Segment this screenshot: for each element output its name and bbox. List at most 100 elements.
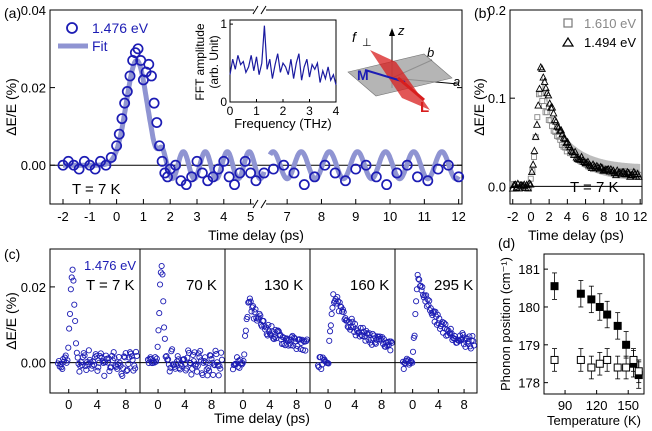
panel-c-data-point — [388, 338, 395, 345]
data-point-1494ev — [544, 91, 553, 99]
panel-c-data-point — [68, 274, 75, 281]
data-point-1476ev — [154, 140, 165, 152]
panel-c-data-point — [124, 366, 131, 374]
panel-d-ytick-label: 181 — [518, 262, 540, 277]
panel-b-label: (b) — [474, 5, 491, 21]
panel-c-series-label: 1.476 eV — [84, 258, 136, 273]
data-point-1494ev — [526, 180, 535, 188]
panel-a-xtick-label: 7 — [284, 209, 291, 224]
panel-c-data-point — [246, 295, 253, 302]
data-point-1476ev — [186, 171, 198, 183]
data-point-1476ev — [132, 43, 144, 55]
axis-break-mark — [252, 199, 259, 209]
panel-c-data-point — [328, 310, 335, 318]
panel-d-filled-square — [595, 302, 604, 311]
panel-c-data-point — [411, 332, 418, 339]
panel-d-filled-square — [622, 340, 631, 349]
panel-b-xlabel: Time delay (ps) — [528, 227, 624, 243]
panel-c-data-point — [215, 372, 222, 379]
panel-c-data-point — [97, 350, 104, 357]
panel-c-data-point — [104, 359, 111, 366]
data-point-1494ev — [623, 167, 632, 176]
panel-c-data-point — [106, 368, 113, 375]
panel-c-data-point — [257, 312, 264, 319]
panel-d-ytick-label: 180 — [518, 300, 540, 315]
panel-c-data-point — [348, 315, 355, 322]
panel-c-data-point — [121, 354, 128, 361]
data-point-1494ev — [525, 179, 534, 187]
panel-c-data-point — [363, 330, 371, 337]
inset-ylabel-line2: (arb. Unit) — [207, 35, 221, 88]
panel-a-xtick-label: -2 — [57, 209, 69, 224]
panel-c-data-point — [85, 347, 92, 354]
panel-c-data-point — [159, 271, 166, 278]
panel-c-data-point — [369, 330, 376, 338]
panel-c-data-point — [216, 362, 223, 369]
data-point-1476ev — [89, 163, 101, 175]
panel-c-data-point — [440, 319, 447, 326]
data-point-1476ev — [148, 97, 160, 109]
panel-c-data-point — [347, 323, 354, 331]
panel-c-data-point — [387, 347, 394, 354]
panel-c-data-point — [133, 352, 140, 359]
data-point-1476ev — [111, 140, 123, 152]
data-point-1476ev — [267, 163, 279, 175]
panel-d-open-square — [613, 363, 622, 372]
panel-c-data-point — [66, 310, 74, 317]
panel-a: (a) 0.000.020.04-2 -1 0 1 2 3 4 5 7 8 9 10 11 12 ΔE/E… — [3, 3, 466, 243]
legend-label-1476: 1.476 eV — [92, 20, 149, 36]
crystal-label-f-sub: ⊥ — [362, 37, 372, 49]
panel-c-data-point — [327, 322, 334, 329]
panel-b-frame — [509, 9, 643, 205]
panel-b-xtick-label: 8 — [600, 209, 607, 224]
panel-c-data-point — [67, 286, 74, 293]
data-point-1494ev — [535, 84, 544, 92]
panel-b-xtick-label: 4 — [564, 209, 571, 224]
panel-c-data-point — [79, 353, 86, 361]
panel-c-data-point — [340, 308, 347, 316]
data-point-1476ev — [278, 159, 290, 171]
panel-c-data-point — [194, 362, 201, 369]
crystal-label-z: z — [397, 23, 405, 38]
axis-break-mark — [260, 5, 267, 15]
panel-c-data-point — [66, 325, 73, 332]
panel-c-data-point — [351, 320, 359, 327]
panel-c-data-point — [111, 355, 118, 362]
panel-c-sub-label-295k: 295 K — [434, 277, 473, 294]
panel-c-data-point — [123, 367, 130, 374]
panel-c-data-point — [255, 314, 262, 321]
panel-c-data-point — [125, 360, 132, 368]
panel-c-data-point — [212, 347, 219, 354]
panel-c-data-point — [300, 337, 307, 344]
panel-d-filled-square — [613, 321, 622, 330]
panel-c-data-point — [242, 332, 249, 339]
panel-c-xtick-label: 4 — [435, 397, 442, 412]
panel-c-xtick-label: 8 — [208, 397, 215, 412]
panel-d-open-square — [629, 355, 638, 364]
data-point-1476ev — [370, 171, 382, 183]
data-point-1610ev — [540, 103, 547, 110]
panel-b-xtick-label: 0 — [527, 209, 534, 224]
panel-c-data-point — [157, 269, 164, 276]
data-point-1494ev — [549, 108, 558, 117]
inset-xtick-label: 0 — [227, 104, 234, 118]
panel-c-data-point — [339, 306, 346, 313]
panel-c-data-point — [210, 371, 217, 378]
axis-break-gap — [254, 200, 266, 208]
panel-c-data-point — [409, 348, 417, 355]
panel-b-xtick-label: 6 — [582, 209, 589, 224]
data-point-1494ev — [552, 117, 561, 125]
panel-a-marks: 0.000.020.04-2 -1 0 1 2 3 4 5 7 8 9 10 11 12 — [21, 3, 466, 224]
panel-d-open-square — [587, 363, 596, 372]
panel-a-xtick-label: 12 — [451, 209, 465, 224]
panel-c-ytick-label: 0.02 — [21, 280, 46, 295]
data-point-1476ev — [350, 163, 362, 175]
axis-break-mark — [260, 199, 267, 209]
panel-c-data-point — [408, 358, 415, 365]
panel-d-open-square — [603, 355, 612, 364]
panel-c-data-point — [299, 346, 306, 353]
inset-xtick-label: 3 — [306, 104, 313, 118]
data-point-1476ev — [113, 128, 125, 140]
panel-c-data-point — [183, 365, 190, 372]
crystal-diagram: f ⊥ z b a M L — [347, 23, 460, 116]
